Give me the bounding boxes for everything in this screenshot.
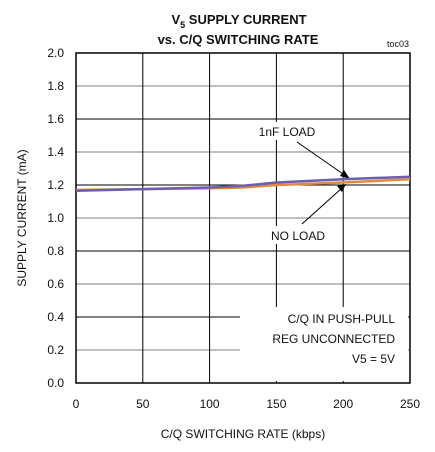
leader-1nf [296,141,347,177]
y-tick-label: 2.0 [47,46,64,60]
y-ticks: 0.0 0.2 0.4 0.6 0.8 1.0 1.2 1.4 1.6 1.8 2.0 [47,46,64,390]
x-tick-label: 50 [136,397,150,411]
y-tick-label: 1.4 [47,145,64,159]
x-axis-label: C/Q SWITCHING RATE (kbps) [161,427,325,441]
y-tick-label: 0.6 [47,277,64,291]
y-tick-label: 1.0 [47,211,64,225]
title-subscript: 5 [180,20,185,30]
title-main: V [171,12,180,27]
y-axis-label: SUPPLY CURRENT (mA) [15,149,29,286]
condition-box-bg [240,307,408,381]
figure-tag: toc03 [387,39,409,49]
chart-title-line1: V5 SUPPLY CURRENT [171,12,306,30]
x-tick-label: 200 [333,397,353,411]
series-group [75,175,411,193]
leader-noload-arrow [337,184,346,192]
condition-line-2: REG UNCONNECTED [272,332,395,346]
label-no-load: NO LOAD [271,229,325,243]
leader-1nf-arrow [340,170,350,179]
y-tick-label: 1.8 [47,79,64,93]
title-rest: SUPPLY CURRENT [185,12,306,27]
label-1nf-bg [247,122,327,140]
y-tick-label: 1.2 [47,178,64,192]
y-tick-label: 1.6 [47,112,64,126]
chart-title-line2: vs. C/Q SWITCHING RATE [158,32,319,47]
y-tick-label: 0.2 [47,343,64,357]
x-tick-label: 250 [400,397,420,411]
plot-frame [75,52,411,384]
x-tick-label: 0 [73,397,80,411]
label-noload-bg [262,226,334,244]
y-tick-label: 0.0 [47,376,64,390]
x-tick-label: 100 [200,397,220,411]
series-line-1nf-load [75,175,411,193]
label-1nf-load: 1nF LOAD [259,125,316,139]
leader-noload [301,187,343,225]
x-ticks: 0 50 100 150 200 250 [73,397,421,411]
y-tick-label: 0.8 [47,244,64,258]
condition-line-1: C/Q IN PUSH-PULL [288,312,396,326]
condition-line-3: V5 = 5V [352,352,395,366]
x-tick-label: 150 [266,397,286,411]
y-tick-label: 0.4 [47,310,64,324]
